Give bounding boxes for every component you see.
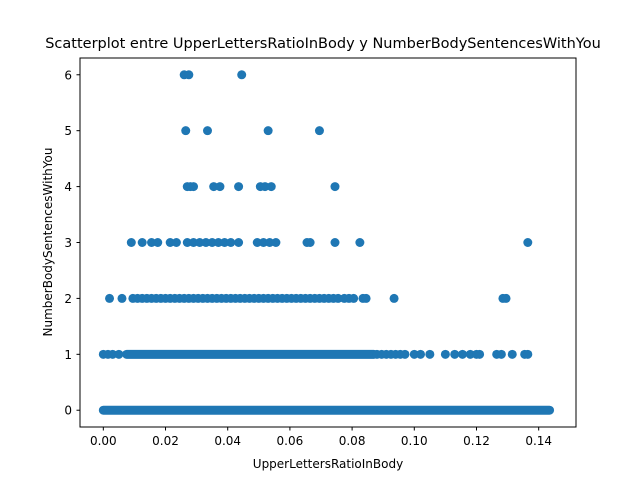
data-point bbox=[475, 349, 485, 359]
data-point bbox=[314, 126, 324, 136]
x-tick-label: 0.00 bbox=[90, 434, 117, 448]
data-point bbox=[108, 349, 118, 359]
data-point bbox=[147, 238, 157, 247]
x-tick-label: 0.12 bbox=[463, 434, 490, 448]
data-point bbox=[333, 293, 343, 303]
data-point bbox=[209, 182, 219, 192]
x-axis-label: UpperLettersRatioInBody bbox=[253, 457, 403, 471]
data-point bbox=[189, 182, 199, 192]
data-point bbox=[237, 70, 247, 80]
y-tick-label: 1 bbox=[64, 348, 72, 362]
x-tick-label: 0.14 bbox=[525, 434, 552, 448]
x-tick-label: 0.10 bbox=[401, 434, 428, 448]
data-point bbox=[126, 238, 136, 247]
y-tick-label: 3 bbox=[64, 236, 72, 250]
data-point bbox=[330, 238, 340, 247]
data-point bbox=[220, 238, 230, 247]
y-tick-label: 4 bbox=[64, 180, 72, 194]
data-point bbox=[165, 238, 175, 247]
data-point bbox=[195, 238, 205, 247]
data-point bbox=[117, 293, 127, 303]
data-point bbox=[361, 293, 371, 303]
data-point bbox=[207, 238, 217, 247]
data-point bbox=[425, 349, 435, 359]
data-point bbox=[105, 293, 115, 303]
data-point bbox=[265, 238, 275, 247]
data-point bbox=[202, 126, 212, 136]
data-point bbox=[271, 238, 281, 247]
y-tick-label: 0 bbox=[64, 404, 72, 418]
x-tick-label: 0.06 bbox=[277, 434, 304, 448]
y-axis-label: NumberBodySentencesWithYou bbox=[41, 148, 55, 337]
data-point bbox=[496, 349, 506, 359]
chart-title: Scatterplot entre UpperLettersRatioInBod… bbox=[45, 36, 601, 52]
data-point bbox=[450, 349, 460, 359]
data-point bbox=[182, 238, 192, 247]
data-point bbox=[409, 349, 419, 359]
data-point bbox=[234, 182, 244, 192]
data-point bbox=[523, 238, 533, 247]
data-point bbox=[440, 349, 450, 359]
data-point bbox=[215, 182, 225, 192]
data-point bbox=[171, 238, 181, 247]
data-point bbox=[389, 293, 399, 303]
x-tick-label: 0.02 bbox=[152, 434, 179, 448]
data-point bbox=[114, 349, 124, 359]
data-point bbox=[266, 182, 276, 192]
data-point bbox=[349, 293, 359, 303]
x-tick-label: 0.08 bbox=[339, 434, 366, 448]
data-point bbox=[465, 349, 475, 359]
data-point bbox=[184, 70, 194, 80]
data-band-y0 bbox=[98, 405, 555, 415]
data-point bbox=[234, 238, 244, 247]
data-point bbox=[181, 126, 191, 136]
data-point bbox=[252, 238, 262, 247]
data-point bbox=[330, 182, 340, 192]
data-point bbox=[258, 238, 268, 247]
data-point bbox=[523, 349, 533, 359]
data-point bbox=[189, 238, 199, 247]
data-point bbox=[416, 349, 426, 359]
data-point bbox=[260, 182, 270, 192]
y-axis-ticks: 0 1 2 3 4 5 6 bbox=[64, 68, 80, 418]
data-point bbox=[153, 238, 163, 247]
data-point bbox=[457, 349, 467, 359]
y-tick-label: 5 bbox=[64, 124, 72, 138]
data-point bbox=[501, 293, 511, 303]
points-layer bbox=[98, 70, 555, 415]
data-point bbox=[305, 238, 315, 247]
x-axis-ticks: 0.00 0.02 0.04 0.06 0.08 0.10 0.12 0.14 bbox=[90, 427, 552, 448]
data-point bbox=[213, 238, 223, 247]
data-point bbox=[226, 238, 236, 247]
data-point bbox=[507, 349, 517, 359]
data-band-y1 bbox=[122, 349, 379, 359]
x-tick-label: 0.04 bbox=[214, 434, 241, 448]
data-point bbox=[201, 238, 211, 247]
data-point bbox=[263, 126, 273, 136]
y-tick-label: 6 bbox=[64, 68, 72, 82]
data-point bbox=[400, 349, 410, 359]
data-point bbox=[355, 238, 365, 247]
y-tick-label: 2 bbox=[64, 292, 72, 306]
data-point bbox=[137, 238, 147, 247]
